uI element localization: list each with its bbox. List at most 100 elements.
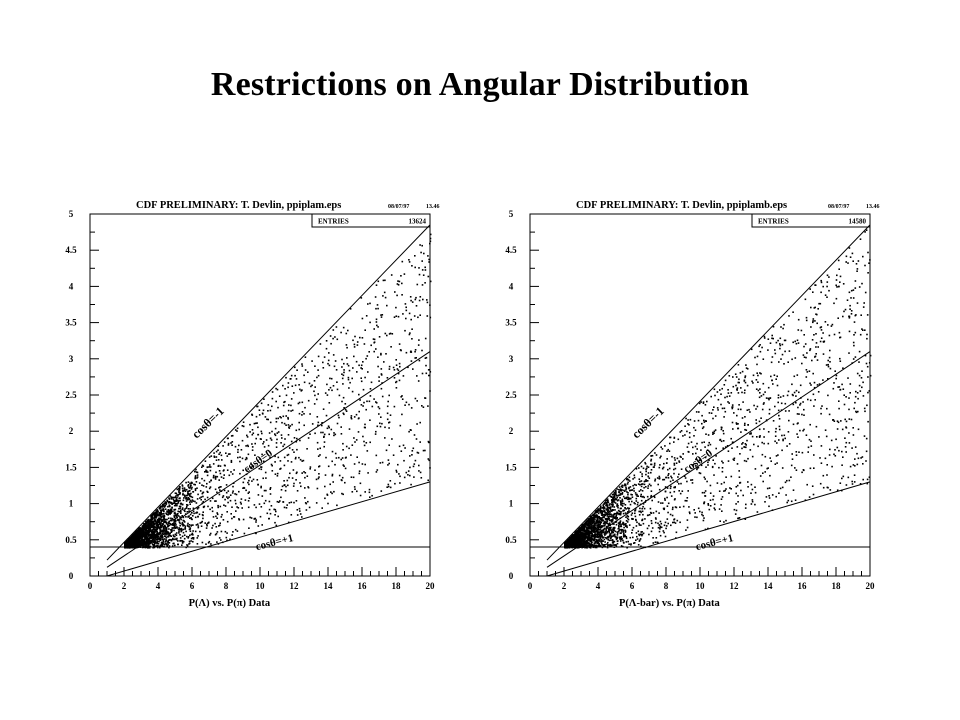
- data-point: [149, 527, 152, 530]
- data-point: [317, 355, 320, 358]
- data-point: [167, 536, 170, 538]
- data-point: [798, 413, 800, 415]
- data-point: [368, 351, 370, 353]
- data-point: [409, 466, 411, 469]
- data-point: [828, 356, 831, 359]
- data-point: [770, 361, 773, 364]
- data-point: [190, 524, 193, 526]
- data-point: [776, 442, 778, 444]
- data-point: [213, 456, 216, 458]
- data-point: [145, 521, 147, 523]
- data-point: [199, 490, 202, 492]
- data-point: [724, 410, 727, 413]
- data-point: [606, 513, 609, 515]
- data-point: [138, 533, 140, 535]
- data-point: [290, 404, 292, 407]
- data-point: [386, 486, 388, 488]
- data-point: [223, 474, 225, 476]
- data-point: [171, 538, 174, 541]
- data-point: [164, 525, 167, 528]
- data-point: [163, 512, 165, 515]
- data-point: [697, 466, 700, 469]
- data-point: [688, 432, 691, 434]
- data-point: [774, 405, 776, 408]
- data-point: [852, 289, 855, 291]
- data-point: [861, 386, 863, 389]
- data-point: [192, 515, 194, 517]
- data-point: [256, 422, 258, 424]
- data-point: [741, 443, 743, 445]
- data-point: [169, 513, 171, 515]
- data-point: [135, 542, 138, 545]
- data-point: [142, 533, 145, 536]
- data-point: [181, 515, 183, 517]
- data-point: [341, 476, 344, 479]
- data-point: [226, 539, 228, 542]
- data-point: [183, 509, 185, 512]
- data-point: [182, 490, 184, 493]
- data-point: [136, 542, 139, 545]
- data-point: [234, 499, 237, 502]
- data-point: [777, 396, 780, 399]
- data-point: [354, 335, 356, 338]
- data-point: [365, 357, 367, 360]
- data-point: [292, 485, 295, 487]
- data-point: [628, 510, 630, 512]
- data-point: [819, 482, 822, 485]
- data-point: [782, 395, 785, 397]
- data-point: [227, 444, 230, 446]
- data-point: [343, 413, 345, 416]
- data-point: [269, 488, 271, 490]
- data-point: [260, 468, 263, 471]
- data-point: [629, 503, 632, 506]
- data-point: [304, 472, 307, 474]
- data-point: [732, 385, 735, 388]
- data-point: [184, 526, 186, 529]
- data-point: [181, 485, 184, 487]
- data-point: [306, 448, 308, 450]
- data-point: [619, 497, 621, 499]
- data-point: [364, 423, 366, 426]
- data-point: [638, 524, 641, 526]
- data-point: [153, 523, 155, 525]
- data-point: [151, 530, 153, 532]
- data-point: [606, 505, 609, 508]
- data-point: [286, 504, 288, 506]
- data-point: [373, 328, 375, 330]
- data-point: [132, 539, 134, 541]
- data-point: [195, 524, 198, 526]
- data-point: [230, 459, 233, 462]
- data-point: [155, 517, 157, 519]
- data-point: [400, 349, 402, 352]
- data-point: [778, 492, 780, 494]
- data-point: [217, 449, 219, 451]
- data-point: [751, 500, 754, 503]
- data-point: [390, 274, 393, 276]
- data-point: [425, 372, 428, 375]
- data-point: [212, 474, 215, 477]
- data-point: [153, 523, 156, 526]
- data-point: [247, 468, 249, 470]
- data-point: [251, 429, 254, 431]
- data-point: [172, 502, 174, 505]
- scatter-points: [564, 229, 872, 549]
- data-point: [409, 474, 411, 477]
- x-tick-label: 20: [866, 581, 876, 591]
- data-point: [358, 393, 360, 396]
- data-point: [398, 473, 400, 475]
- data-point: [258, 414, 261, 416]
- data-point: [175, 500, 177, 502]
- data-point: [189, 527, 192, 529]
- data-point: [752, 374, 755, 377]
- data-point: [721, 407, 724, 410]
- data-point: [136, 544, 139, 547]
- data-point: [336, 388, 339, 391]
- data-point: [215, 500, 217, 502]
- data-point: [280, 434, 283, 436]
- data-point: [244, 499, 247, 501]
- data-point: [809, 423, 811, 426]
- data-point: [822, 353, 825, 355]
- data-point: [246, 457, 248, 460]
- data-point: [292, 469, 295, 471]
- data-point: [772, 337, 774, 340]
